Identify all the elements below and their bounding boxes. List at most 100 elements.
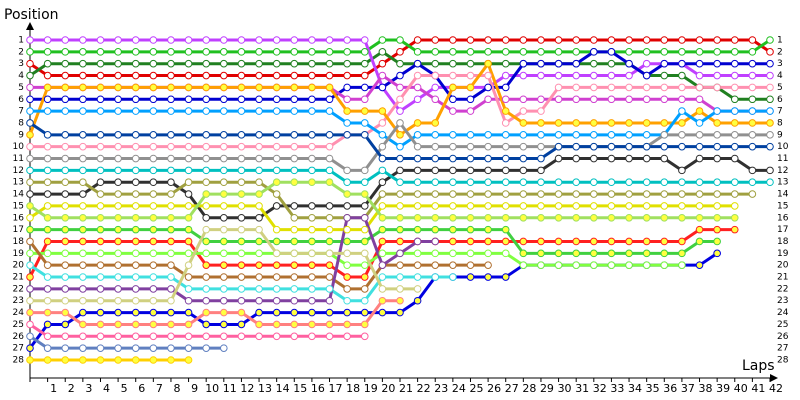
point	[167, 95, 175, 104]
point	[730, 225, 739, 234]
point	[26, 166, 34, 175]
x-tick-label: 32	[593, 382, 607, 395]
point	[96, 320, 105, 329]
point	[79, 249, 87, 258]
point	[378, 71, 387, 80]
point	[131, 356, 140, 364]
point	[308, 332, 316, 341]
point	[431, 83, 440, 92]
point	[149, 225, 158, 234]
point	[378, 131, 387, 139]
point	[413, 249, 422, 258]
point	[484, 261, 492, 269]
point	[96, 131, 105, 139]
point	[695, 237, 704, 246]
point	[149, 285, 158, 293]
point	[131, 202, 140, 210]
y-tick-label: 1	[18, 36, 24, 46]
point	[308, 273, 316, 281]
point	[184, 296, 193, 305]
point	[61, 296, 70, 305]
point	[220, 142, 228, 151]
point	[202, 107, 210, 115]
point	[149, 36, 158, 44]
point	[255, 95, 263, 104]
point	[96, 142, 105, 151]
point	[255, 36, 263, 44]
point	[114, 213, 122, 222]
point	[730, 213, 739, 222]
point	[79, 95, 87, 104]
point	[484, 273, 492, 281]
point	[519, 119, 528, 127]
point	[554, 48, 563, 56]
point	[290, 142, 299, 151]
point	[519, 166, 528, 175]
point	[61, 190, 70, 198]
point	[449, 95, 457, 104]
point	[255, 261, 263, 269]
point	[466, 273, 475, 281]
point	[43, 48, 52, 56]
point	[537, 166, 545, 175]
point	[554, 190, 563, 198]
point	[625, 190, 633, 198]
point	[131, 131, 140, 139]
point	[642, 71, 651, 80]
x-tick-label: 36	[663, 382, 677, 395]
point	[149, 344, 158, 352]
point	[678, 36, 686, 44]
x-tick-label: 9	[191, 382, 198, 395]
x-tick-label: 16	[311, 382, 325, 395]
point	[237, 202, 246, 210]
point	[343, 308, 351, 317]
point	[449, 190, 457, 198]
point	[255, 213, 263, 222]
y-tick-label-right: 12	[777, 166, 788, 176]
point	[290, 320, 299, 329]
point	[237, 296, 246, 305]
point	[730, 190, 739, 198]
point	[378, 48, 387, 56]
point	[272, 249, 281, 258]
point	[554, 95, 563, 104]
point	[537, 213, 545, 222]
point	[713, 119, 721, 127]
point	[378, 213, 387, 222]
point	[308, 320, 316, 329]
point	[131, 83, 140, 92]
point	[449, 107, 457, 115]
point	[43, 166, 52, 175]
point	[607, 178, 616, 187]
point	[184, 344, 193, 352]
point	[255, 202, 263, 210]
point	[26, 83, 34, 92]
point	[149, 190, 158, 198]
point	[501, 119, 510, 127]
point	[537, 190, 545, 198]
point	[501, 154, 510, 163]
point	[167, 344, 175, 352]
point	[325, 71, 334, 80]
point	[572, 95, 580, 104]
point	[695, 107, 704, 115]
point	[695, 178, 704, 187]
point	[220, 178, 228, 187]
point	[114, 344, 122, 352]
x-tick-label: 31	[575, 382, 589, 395]
point	[255, 285, 263, 293]
point	[607, 261, 616, 269]
point	[220, 71, 228, 80]
point	[255, 237, 263, 246]
point	[378, 285, 387, 293]
y-tick-label: 23	[13, 296, 24, 306]
point	[660, 202, 669, 210]
point	[220, 344, 228, 352]
point	[96, 249, 105, 258]
point	[308, 36, 316, 44]
point	[96, 107, 105, 115]
point	[61, 308, 70, 317]
x-tick-label: 8	[173, 382, 180, 395]
point	[61, 332, 70, 341]
